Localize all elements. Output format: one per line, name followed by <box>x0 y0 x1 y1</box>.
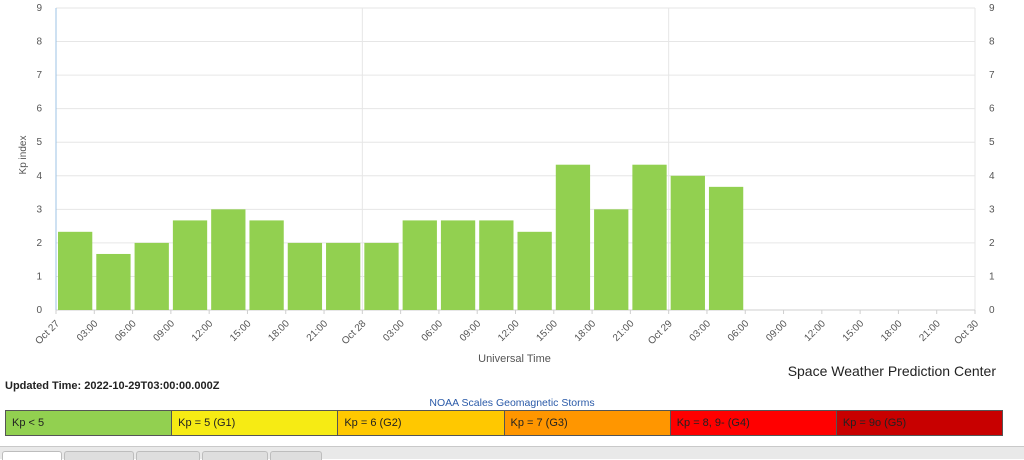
kp-bar <box>96 253 131 310</box>
updated-time: Updated Time: 2022-10-29T03:00:00.000Z <box>5 380 219 392</box>
x-tick-label: Oct 27 <box>34 318 63 347</box>
kp-bar <box>364 242 399 310</box>
scale-g3: Kp = 7 (G3) <box>504 411 671 435</box>
y-tick-label-right: 5 <box>989 137 995 148</box>
storm-scale-legend: Kp < 5 Kp = 5 (G1) Kp = 6 (G2) Kp = 7 (G… <box>5 410 1003 436</box>
x-tick-label: 03:00 <box>381 318 407 344</box>
y-axis-title: Kp index <box>18 136 29 175</box>
kp-bar <box>249 220 284 310</box>
x-tick-label: 15:00 <box>841 318 867 344</box>
scale-g1-label: Kp = 5 (G1) <box>178 417 236 429</box>
y-tick-label-left: 1 <box>36 271 42 282</box>
x-tick-label: 15:00 <box>534 318 560 344</box>
x-tick-label: Oct 29 <box>646 318 675 347</box>
scale-g1: Kp = 5 (G1) <box>172 411 339 435</box>
y-tick-label-left: 4 <box>36 171 42 182</box>
y-tick-label-left: 6 <box>36 104 42 115</box>
noaa-scales-title: NOAA Scales Geomagnetic Storms <box>429 397 595 409</box>
x-tick-label: Oct 30 <box>953 318 982 347</box>
updated-time-label: Updated Time: <box>5 380 82 392</box>
scale-g3-label: Kp = 7 (G3) <box>510 417 568 429</box>
kp-bar <box>517 231 552 310</box>
y-tick-label-left: 9 <box>36 3 42 14</box>
kp-bar <box>440 220 476 310</box>
x-tick-label: 06:00 <box>420 318 446 344</box>
kp-bar <box>58 231 93 310</box>
scale-g2: Kp = 6 (G2) <box>338 411 505 435</box>
x-tick-label: 21:00 <box>917 318 943 344</box>
x-axis-title: Universal Time <box>478 353 551 365</box>
swpc-credit: Space Weather Prediction Center <box>787 363 996 379</box>
y-tick-label-left: 5 <box>36 137 42 148</box>
x-tick-label: 09:00 <box>152 318 178 344</box>
y-tick-label-right: 3 <box>989 204 995 215</box>
scale-g5-label: Kp = 9o (G5) <box>842 417 907 429</box>
y-tick-label-right: 1 <box>989 271 995 282</box>
x-tick-label: 18:00 <box>266 318 292 344</box>
tab-3[interactable] <box>136 451 200 460</box>
kp-bar <box>172 220 208 310</box>
updated-time-value: 2022-10-29T03:00:00.000Z <box>84 380 220 392</box>
x-tick-label: 03:00 <box>688 318 714 344</box>
tab-4[interactable] <box>202 451 268 460</box>
y-tick-label-right: 8 <box>989 37 995 48</box>
x-tick-label: 06:00 <box>113 318 139 344</box>
kp-bar <box>670 175 705 310</box>
y-tick-label-right: 2 <box>989 238 995 249</box>
y-tick-label-right: 7 <box>989 70 995 81</box>
x-tick-label: 06:00 <box>726 318 752 344</box>
kp-bar <box>326 242 361 310</box>
tab-5[interactable] <box>270 451 322 460</box>
y-tick-label-right: 0 <box>989 305 995 316</box>
kp-bar <box>402 220 437 310</box>
y-tick-label-right: 4 <box>989 171 995 182</box>
kp-bar <box>594 209 629 310</box>
scale-g4: Kp = 8, 9- (G4) <box>670 411 837 435</box>
y-tick-label-right: 6 <box>989 104 995 115</box>
kp-bar <box>708 186 744 310</box>
scale-g4-label: Kp = 8, 9- (G4) <box>676 417 750 429</box>
scale-g0: Kp < 5 <box>6 411 173 435</box>
x-tick-label: 21:00 <box>611 318 637 344</box>
x-tick-label: 21:00 <box>305 318 331 344</box>
x-tick-label: 09:00 <box>458 318 484 344</box>
kp-index-chart: 0 0 1 1 2 2 3 3 4 4 5 5 6 6 7 7 8 8 9 9 Oct 27 03:00 06:00 09:0… <box>18 3 995 365</box>
y-tick-label-left: 3 <box>36 204 42 215</box>
tab-2[interactable] <box>64 451 134 460</box>
kp-bar <box>632 164 667 310</box>
y-tick-label-left: 8 <box>36 37 42 48</box>
kp-bar <box>479 220 514 310</box>
tab-1[interactable] <box>2 451 62 460</box>
y-tick-label-left: 7 <box>36 70 42 81</box>
x-tick-label: 18:00 <box>573 318 599 344</box>
x-tick-label: 18:00 <box>879 318 905 344</box>
scale-g5: Kp = 9o (G5) <box>836 411 1003 435</box>
kp-bar <box>134 242 169 310</box>
tab-strip <box>0 446 1024 460</box>
scale-g0-label: Kp < 5 <box>12 417 45 429</box>
y-tick-label-left: 2 <box>36 238 42 249</box>
x-tick-label: 03:00 <box>75 318 101 344</box>
x-tick-label: 12:00 <box>496 318 522 344</box>
y-tick-label-right: 9 <box>989 3 995 14</box>
x-tick-label: 15:00 <box>228 318 254 344</box>
x-tick-label: 12:00 <box>802 318 828 344</box>
kp-bar <box>287 242 323 310</box>
x-tick-label: Oct 28 <box>340 318 369 347</box>
scale-g2-label: Kp = 6 (G2) <box>344 417 402 429</box>
x-tick-label: 12:00 <box>190 318 216 344</box>
x-tick-label: 09:00 <box>764 318 790 344</box>
kp-bar <box>211 209 246 310</box>
kp-bar <box>555 164 591 310</box>
y-tick-label-left: 0 <box>36 305 42 316</box>
